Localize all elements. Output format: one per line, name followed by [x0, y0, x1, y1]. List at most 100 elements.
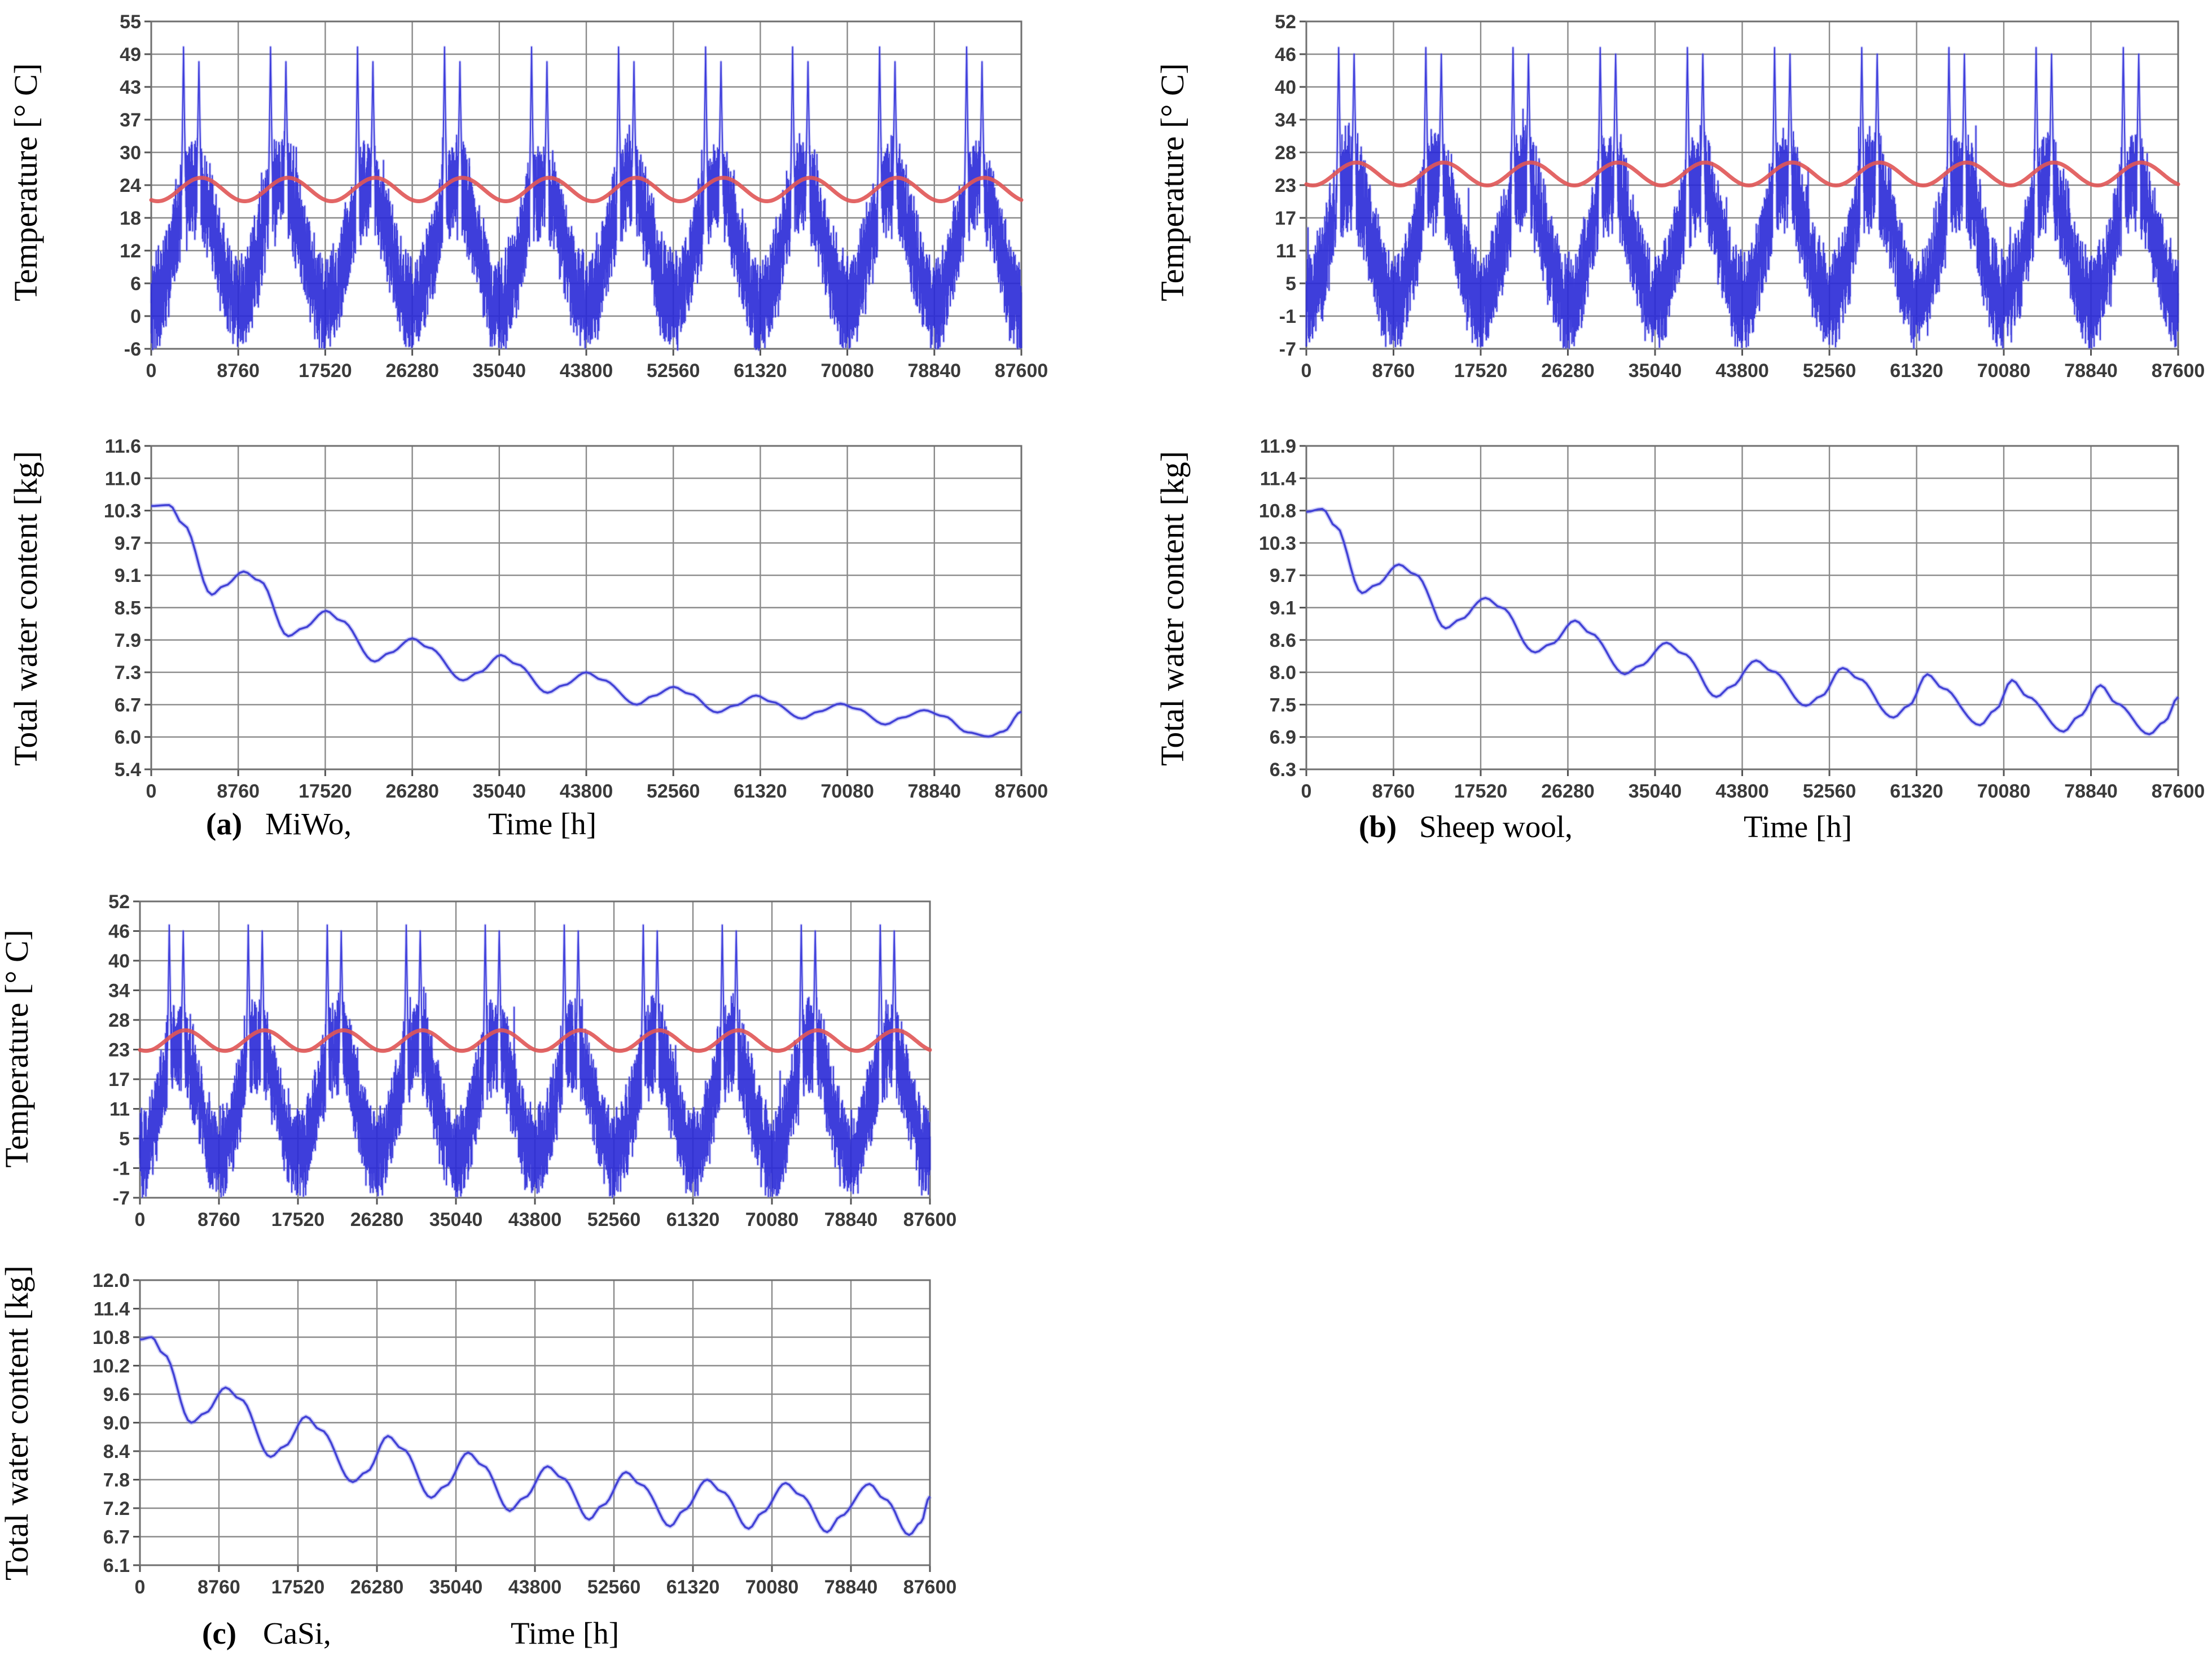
y-axis-label-c-temperature: Temperature [° C] [0, 930, 35, 1168]
svg-text:-1: -1 [1279, 306, 1296, 327]
svg-text:9.1: 9.1 [1270, 598, 1296, 619]
svg-text:52560: 52560 [647, 781, 700, 802]
svg-text:61320: 61320 [1890, 360, 1943, 382]
chart-b-temperature: 0 8760 17520 26280 35040 43800 52560 61320 70080… [1275, 11, 2205, 382]
svg-text:43800: 43800 [560, 781, 613, 802]
svg-text:87600: 87600 [2152, 781, 2205, 802]
svg-text:11: 11 [1276, 240, 1296, 262]
svg-text:8.6: 8.6 [1270, 630, 1296, 651]
svg-text:70080: 70080 [745, 1576, 799, 1598]
svg-text:9.1: 9.1 [115, 565, 141, 586]
svg-text:10.8: 10.8 [1259, 501, 1296, 522]
svg-text:61320: 61320 [734, 781, 787, 802]
svg-text:37: 37 [120, 110, 141, 131]
svg-text:6.3: 6.3 [1270, 759, 1296, 781]
svg-text:46: 46 [108, 921, 130, 943]
svg-text:35040: 35040 [1629, 360, 1682, 382]
svg-text:87600: 87600 [903, 1209, 957, 1230]
caption-b-index: (b) [1359, 809, 1397, 844]
svg-text:17: 17 [1275, 208, 1296, 229]
temperature-plot-b: 0 8760 17520 26280 35040 43800 52560 61320 70080… [1275, 11, 2205, 382]
chart-a-water-content: 0 8760 17520 26280 35040 43800 52560 61320 70080… [104, 436, 1048, 802]
svg-text:26280: 26280 [350, 1576, 404, 1598]
svg-text:78840: 78840 [2064, 781, 2118, 802]
svg-text:17520: 17520 [1454, 360, 1508, 382]
svg-text:52: 52 [1275, 11, 1296, 33]
svg-text:8.0: 8.0 [1270, 662, 1296, 684]
svg-text:-1: -1 [113, 1158, 130, 1180]
svg-text:-7: -7 [113, 1188, 130, 1209]
svg-text:8760: 8760 [198, 1209, 240, 1230]
svg-text:7.8: 7.8 [103, 1470, 130, 1491]
svg-text:11.6: 11.6 [105, 436, 141, 457]
svg-text:8760: 8760 [217, 360, 260, 382]
svg-text:10.3: 10.3 [104, 501, 141, 522]
svg-text:8.4: 8.4 [103, 1441, 130, 1462]
svg-text:6.9: 6.9 [1270, 727, 1296, 748]
temperature-plot-a: 0 8760 17520 26280 35040 43800 52560 61320 70080… [120, 11, 1048, 382]
svg-text:26280: 26280 [1541, 360, 1595, 382]
svg-text:26280: 26280 [350, 1209, 404, 1230]
svg-text:12.0: 12.0 [93, 1270, 130, 1291]
svg-text:17520: 17520 [1454, 781, 1508, 802]
svg-text:61320: 61320 [1890, 781, 1943, 802]
svg-text:70080: 70080 [820, 781, 874, 802]
svg-text:0: 0 [130, 306, 141, 327]
svg-text:34: 34 [108, 980, 130, 1002]
water-content-plot-a: 0 8760 17520 26280 35040 43800 52560 61320 70080… [104, 436, 1048, 802]
svg-text:35040: 35040 [473, 360, 526, 382]
svg-text:-7: -7 [1279, 339, 1296, 360]
svg-text:8760: 8760 [217, 781, 260, 802]
svg-text:70080: 70080 [820, 360, 874, 382]
svg-text:40: 40 [108, 951, 130, 972]
svg-text:35040: 35040 [473, 781, 526, 802]
svg-text:5: 5 [119, 1128, 130, 1150]
svg-text:49: 49 [120, 44, 141, 65]
caption-a-xlabel: Time [h] [488, 807, 597, 841]
svg-text:43800: 43800 [1715, 360, 1769, 382]
svg-text:11.4: 11.4 [94, 1299, 130, 1320]
y-axis-label-b-water: Total water content [kg] [1153, 450, 1191, 766]
svg-text:0: 0 [1301, 781, 1312, 802]
svg-text:17520: 17520 [299, 360, 352, 382]
svg-text:18: 18 [120, 208, 141, 229]
svg-text:87600: 87600 [995, 360, 1048, 382]
svg-text:11.0: 11.0 [105, 468, 141, 489]
caption-b-xlabel: Time [h] [1744, 809, 1853, 844]
svg-text:40: 40 [1275, 77, 1296, 98]
y-axis-label-b-temperature: Temperature [° C] [1153, 63, 1191, 301]
svg-text:24: 24 [120, 175, 141, 196]
svg-text:43800: 43800 [560, 360, 613, 382]
y-axis-label-c-water: Total water content [kg] [0, 1265, 35, 1580]
chart-b-water-content: 0 8760 17520 26280 35040 43800 52560 61320 70080… [1259, 436, 2205, 802]
svg-text:7.2: 7.2 [103, 1498, 130, 1519]
svg-text:9.6: 9.6 [103, 1384, 130, 1405]
svg-text:43800: 43800 [508, 1209, 562, 1230]
caption-a-material: MiWo, [265, 807, 352, 841]
svg-text:52560: 52560 [1803, 360, 1856, 382]
svg-text:35040: 35040 [429, 1576, 483, 1598]
y-axis-label-a-temperature: Temperature [° C] [7, 63, 44, 301]
svg-text:6.0: 6.0 [115, 727, 141, 748]
svg-text:87600: 87600 [995, 781, 1048, 802]
svg-text:43800: 43800 [508, 1576, 562, 1598]
svg-text:78840: 78840 [824, 1576, 878, 1598]
temperature-plot-c: 0 8760 17520 26280 35040 43800 52560 61320 70080… [108, 891, 956, 1230]
svg-text:9.7: 9.7 [1270, 565, 1296, 586]
svg-text:0: 0 [146, 781, 157, 802]
svg-text:43800: 43800 [1715, 781, 1769, 802]
svg-text:17520: 17520 [271, 1576, 325, 1598]
svg-text:12: 12 [120, 240, 141, 262]
caption-c-xlabel: Time [h] [511, 1616, 620, 1650]
svg-text:17520: 17520 [271, 1209, 325, 1230]
svg-text:28: 28 [1275, 142, 1296, 164]
svg-text:7.5: 7.5 [1270, 694, 1296, 716]
svg-text:0: 0 [135, 1209, 146, 1230]
svg-text:23: 23 [108, 1040, 130, 1061]
svg-text:0: 0 [135, 1576, 146, 1598]
svg-text:26280: 26280 [385, 781, 439, 802]
svg-text:43: 43 [120, 77, 141, 98]
svg-text:10.3: 10.3 [1259, 533, 1296, 554]
svg-text:26280: 26280 [1541, 781, 1595, 802]
svg-text:87600: 87600 [2152, 360, 2205, 382]
